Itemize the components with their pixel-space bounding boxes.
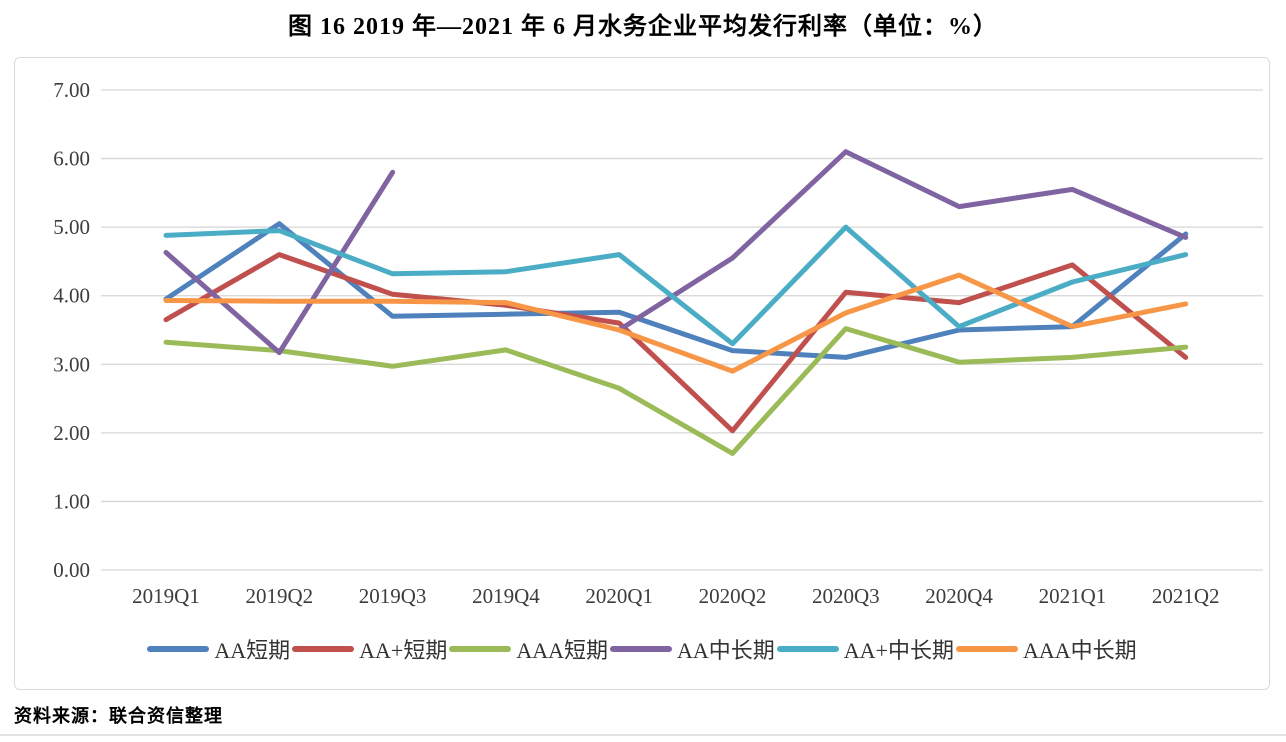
legend-marker bbox=[449, 646, 512, 652]
series-line-5 bbox=[163, 272, 1189, 374]
x-axis-tick-label: 2021Q2 bbox=[1152, 584, 1220, 608]
legend-label: AAA短期 bbox=[516, 638, 608, 663]
legend-marker bbox=[292, 646, 355, 652]
legend-item-1: AA+短期 bbox=[292, 633, 447, 665]
legend-marker bbox=[776, 646, 839, 652]
y-axis-tick-label: 2.00 bbox=[53, 421, 90, 445]
source-note: 资料来源：联合资信整理 bbox=[14, 706, 223, 726]
chart-container: 0.00 1.00 2.00 3.00 4.00 5.00 6.00 7.00 2019Q1 20… bbox=[14, 57, 1270, 690]
legend-label: AA+中长期 bbox=[843, 638, 954, 663]
x-axis-tick-label: 2019Q1 bbox=[132, 584, 200, 608]
y-axis-tick-label: 0.00 bbox=[53, 558, 90, 582]
series-line-2 bbox=[163, 326, 1189, 456]
legend-item-2: AAA短期 bbox=[449, 633, 608, 665]
legend-item-5: AAA中长期 bbox=[955, 633, 1137, 665]
chart-title: 图 16 2019 年—2021 年 6 月水务企业平均发行利率（单位：%） bbox=[288, 14, 998, 40]
y-axis-tick-label: 7.00 bbox=[53, 78, 90, 102]
y-axis-tick-label: 5.00 bbox=[53, 215, 90, 239]
series-line-4 bbox=[163, 224, 1189, 347]
x-axis-tick-label: 2021Q1 bbox=[1039, 584, 1107, 608]
legend-marker bbox=[147, 646, 210, 652]
x-axis-tick-label: 2019Q2 bbox=[245, 584, 313, 608]
series-line-3 bbox=[163, 149, 1189, 356]
y-axis-tick-label: 4.00 bbox=[53, 284, 90, 308]
x-axis-tick-label: 2020Q2 bbox=[699, 584, 767, 608]
x-axis-tick-label: 2020Q1 bbox=[585, 584, 653, 608]
legend-label: AA+短期 bbox=[359, 638, 448, 663]
y-axis-tick-label: 6.00 bbox=[53, 147, 90, 171]
legend-marker bbox=[610, 646, 672, 652]
chart-legend: AA短期 AA+短期 AAA短期 AA中长期 AA+中长期 AAA中长期 bbox=[15, 633, 1269, 665]
x-axis-tick-label: 2020Q3 bbox=[812, 584, 880, 608]
legend-label: AAA中长期 bbox=[1022, 638, 1137, 663]
x-axis-tick-label: 2019Q3 bbox=[359, 584, 427, 608]
legend-label: AA中长期 bbox=[677, 638, 775, 663]
legend-item-3: AA中长期 bbox=[610, 633, 775, 665]
line-chart-plot: 0.00 1.00 2.00 3.00 4.00 5.00 6.00 7.00 2019Q1 20… bbox=[53, 78, 1263, 608]
legend-label: AA短期 bbox=[214, 638, 291, 663]
series-line-0 bbox=[163, 221, 1189, 360]
x-axis-tick-label: 2020Q4 bbox=[925, 584, 993, 608]
series-line-1 bbox=[163, 252, 1189, 434]
y-axis-tick-label: 1.00 bbox=[53, 489, 90, 513]
legend-item-4: AA+中长期 bbox=[776, 633, 954, 665]
x-axis-tick-label: 2019Q4 bbox=[472, 584, 540, 608]
y-axis-tick-label: 3.00 bbox=[53, 352, 90, 376]
legend-marker bbox=[955, 646, 1018, 652]
legend-item-0: AA短期 bbox=[147, 633, 290, 665]
bottom-divider bbox=[0, 734, 1286, 736]
